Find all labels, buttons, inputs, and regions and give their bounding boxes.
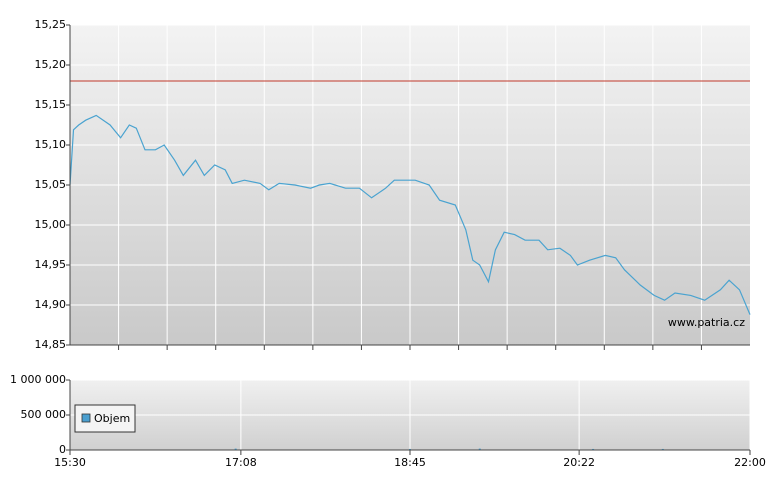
x-tick-label: 18:45 [394,456,426,469]
y-tick-label: 15,25 [35,18,67,31]
legend-swatch [81,413,91,423]
y-tick-label: 15,00 [35,218,67,231]
y-tick-label: 14,90 [35,298,67,311]
y-tick-label: 15,15 [35,98,67,111]
y-tick-label: 15,10 [35,138,67,151]
price-line [69,114,751,315]
x-tick-label: 20:22 [563,456,595,469]
y-tick-label: 15,05 [35,178,67,191]
y-tick-label: 15,20 [35,58,67,71]
y-tick-label: 14,85 [35,338,67,351]
volume-bar [592,448,595,450]
x-tick-label: 17:08 [225,456,257,469]
volume-bar [409,448,411,450]
watermark: www.patria.cz [668,316,745,329]
y-tick-label: 1 000 000 [10,373,66,386]
legend-label: Objem [94,412,130,425]
x-tick-label: 15:30 [54,456,86,469]
y-tick-label: 500 000 [21,408,67,421]
volume-bar [234,448,237,450]
y-tick-label: 0 [59,443,66,456]
volume-bar [478,448,481,450]
y-tick-label: 14,95 [35,258,67,271]
volume-bar [661,448,664,450]
x-tick-label: 22:00 [734,456,766,469]
